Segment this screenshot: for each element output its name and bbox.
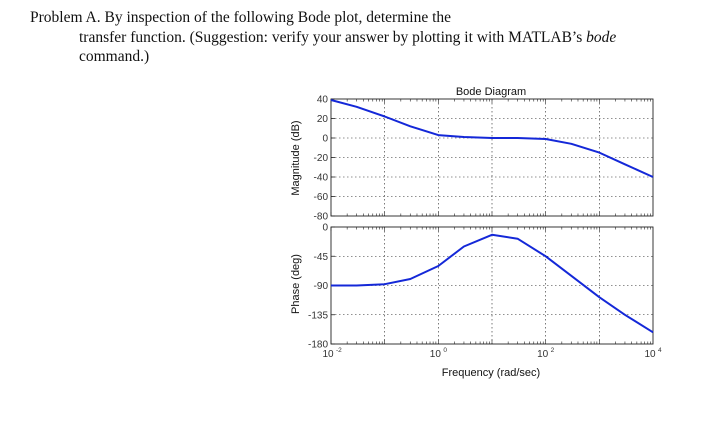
problem-line-3: command.) [79, 48, 150, 65]
phase-x-tick-label: 10 [537, 349, 549, 360]
phase-y-tick-label: -180 [308, 340, 328, 351]
phase-x-tick-label: 10 [644, 349, 656, 360]
problem-line-1: Problem A. By inspection of the followin… [30, 9, 452, 26]
magnitude-y-tick-label: 40 [317, 95, 329, 106]
magnitude-y-tick-label: -80 [314, 212, 329, 223]
magnitude-axes: 40 20 0 -20 -40 -60 -80 [314, 95, 654, 223]
phase-x-tick-label: 10 [430, 349, 442, 360]
phase-x-tick-exponent: 2 [551, 347, 555, 354]
problem-line-2-text: transfer function. (Suggestion: verify y… [79, 29, 587, 46]
phase-axis-label: Phase (deg) [290, 254, 302, 314]
chart-title: Bode Diagram [456, 86, 526, 98]
phase-x-tick-exponent: 4 [658, 347, 662, 354]
phase-x-tick-exponent: 0 [443, 347, 447, 354]
magnitude-axis-label: Magnitude (dB) [290, 120, 302, 195]
phase-y-tick-label: -45 [314, 252, 329, 263]
phase-curve [331, 233, 654, 334]
phase-y-tick-label: 0 [322, 223, 328, 234]
phase-x-tick-label: 10 [322, 349, 334, 360]
magnitude-y-tick-label: 20 [317, 114, 329, 125]
bode-command-word: bode [586, 29, 617, 46]
frequency-axis-label: Frequency (rad/sec) [442, 367, 540, 379]
problem-line-2: transfer function. (Suggestion: verify y… [79, 29, 616, 47]
magnitude-y-tick-label: -20 [314, 153, 329, 164]
phase-y-tick-label: -135 [308, 310, 328, 321]
magnitude-curve [330, 99, 654, 178]
magnitude-y-tick-label: 0 [322, 134, 328, 145]
phase-x-tick-exponent: -2 [336, 347, 342, 354]
magnitude-y-tick-label: -40 [314, 173, 329, 184]
magnitude-axes-box [330, 98, 654, 217]
magnitude-y-tick-label: -60 [314, 192, 329, 203]
phase-y-tick-label: -90 [314, 281, 329, 292]
